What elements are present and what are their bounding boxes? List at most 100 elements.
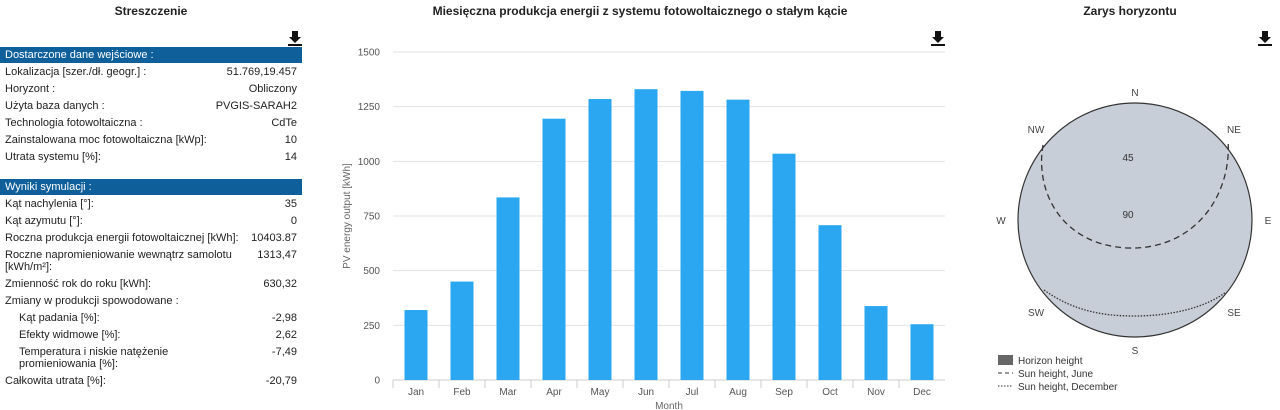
legend-label: Sun height, December [1018,382,1118,393]
horizon-chart: N NE E SE S SW W NW 45 90 Horizon height Sun height… [996,88,1272,393]
compass-label: NE [1227,125,1241,136]
compass-label: SE [1227,308,1241,319]
x-tick-label: Apr [546,387,562,398]
row-label: Roczne napromieniowanie wewnątrz samolot… [5,249,232,273]
horizon-title: Zarys horyzontu [1083,4,1177,18]
x-tick-label: Dec [913,387,931,398]
x-tick-label: Jul [686,387,699,398]
compass-label: SW [1028,308,1045,319]
chart-title: Miesięczna produkcja energii z systemu f… [432,4,848,18]
row-value: 10 [284,134,297,146]
bar [680,90,704,380]
row-label: Horyzont : [5,83,56,95]
results-table: Kąt nachylenia [°]: 35 Kąt azymutu [°]: 0 Ro… [0,195,302,389]
summary-row: Użyta baza danych : PVGIS-SARAH2 [0,97,302,114]
row-value: 1313,47 [257,249,297,261]
compass-label: NW [1028,125,1045,136]
row-label: Technologia fotowoltaiczna : [5,117,143,129]
bar [772,153,796,380]
elevation-label: 90 [1122,210,1134,221]
row-label: Roczna produkcja energii fotowoltaicznej… [5,232,239,244]
x-axis-label: Month [655,401,683,410]
row-label: Kąt nachylenia [°]: [5,198,94,210]
row-label: Kąt azymutu [°]: [5,215,83,227]
download-button[interactable] [287,30,303,46]
y-axis-label: PV energy output [kWh] [342,163,353,269]
row-value: 14 [284,151,297,163]
summary-row: Zmienność rok do roku [kWh]: 630,32 [0,275,302,292]
summary-row: Technologia fotowoltaiczna : CdTe [0,114,302,131]
download-button[interactable] [1257,30,1273,46]
summary-row: Horyzont : Obliczony [0,80,302,97]
row-value: 2,62 [275,329,297,341]
summary-row: Roczna produkcja energii fotowoltaicznej… [0,229,302,246]
legend-label: Sun height, June [1018,369,1093,380]
bar [726,99,750,380]
x-tick-label: May [591,387,610,398]
row-label: Efekty widmowe [%]: [19,329,121,341]
summary-title: Streszczenie [114,4,188,18]
legend-swatch [998,355,1013,365]
bar [588,99,612,380]
row-label: Zainstalowana moc fotowoltaiczna [kWp]: [5,134,207,146]
y-tick-label: 1500 [358,48,381,59]
y-tick-label: 500 [363,266,380,277]
summary-row: Roczne napromieniowanie wewnątrz samolot… [0,246,302,275]
row-value: PVGIS-SARAH2 [215,100,297,112]
row-value: 51.769,19.457 [226,66,297,78]
summary-row: Temperatura i niskie natężenie promienio… [0,343,302,372]
summary-row: Efekty widmowe [%]: 2,62 [0,326,302,343]
download-button[interactable] [930,30,946,46]
x-tick-label: Jan [408,387,424,398]
bar [910,324,934,380]
summary-row: Kąt padania [%]: -2,98 [0,309,302,326]
x-tick-label: Mar [499,387,517,398]
horizon-disc [1017,102,1253,338]
elevation-label: 45 [1122,153,1134,164]
row-value: 35 [284,198,297,210]
x-tick-label: Aug [729,387,747,398]
row-label: Zmienność rok do roku [kWh]: [5,278,152,290]
bar [634,89,658,380]
sun-path-june [1040,139,1229,249]
y-tick-label: 1000 [358,157,381,168]
summary-row: Kąt azymutu [°]: 0 [0,212,302,229]
row-label: Kąt padania [%]: [19,312,100,324]
compass-label: S [1132,346,1139,357]
bar [450,281,474,380]
compass-label: W [996,216,1006,227]
summary-row: Zmiany w produkcji spowodowane : [0,292,302,309]
summary-row: Całkowita utrata [%]: -20,79 [0,372,302,389]
bar [818,225,842,380]
summary-row: Zainstalowana moc fotowoltaiczna [kWp]: 1… [0,131,302,148]
x-tick-label: Oct [822,387,838,398]
summary-row: Utrata systemu [%]: 14 [0,148,302,165]
compass-label: E [1265,216,1272,227]
row-value: CdTe [271,117,297,129]
inputs-table: Lokalizacja [szer./dł. geogr.] : 51.769,1… [0,63,302,165]
section-heading: Dostarczone dane wejściowe : [0,47,302,63]
row-label: Utrata systemu [%]: [5,151,101,163]
summary-row: Lokalizacja [szer./dł. geogr.] : 51.769,1… [0,63,302,80]
y-tick-label: 1250 [358,102,381,113]
bar [542,118,566,381]
row-label: Lokalizacja [szer./dł. geogr.] : [5,66,147,78]
y-tick-label: 0 [374,376,380,387]
bar [864,306,888,380]
compass-label: N [1131,88,1138,99]
x-tick-label: Nov [867,387,885,398]
section-heading: Wyniki symulacji : [0,179,302,195]
sun-path-december [1043,289,1227,317]
bar [496,197,520,380]
row-value: -20,79 [265,375,297,387]
y-tick-label: 250 [363,321,380,332]
row-value: 630,32 [263,278,297,290]
row-value: -7,49 [271,346,297,358]
row-label: Zmiany w produkcji spowodowane : [5,295,179,307]
x-tick-label: Sep [775,387,793,398]
row-value: -2,98 [271,312,297,324]
row-value: 0 [290,215,297,227]
x-tick-label: Jun [638,387,654,398]
row-label: Całkowita utrata [%]: [5,375,106,387]
